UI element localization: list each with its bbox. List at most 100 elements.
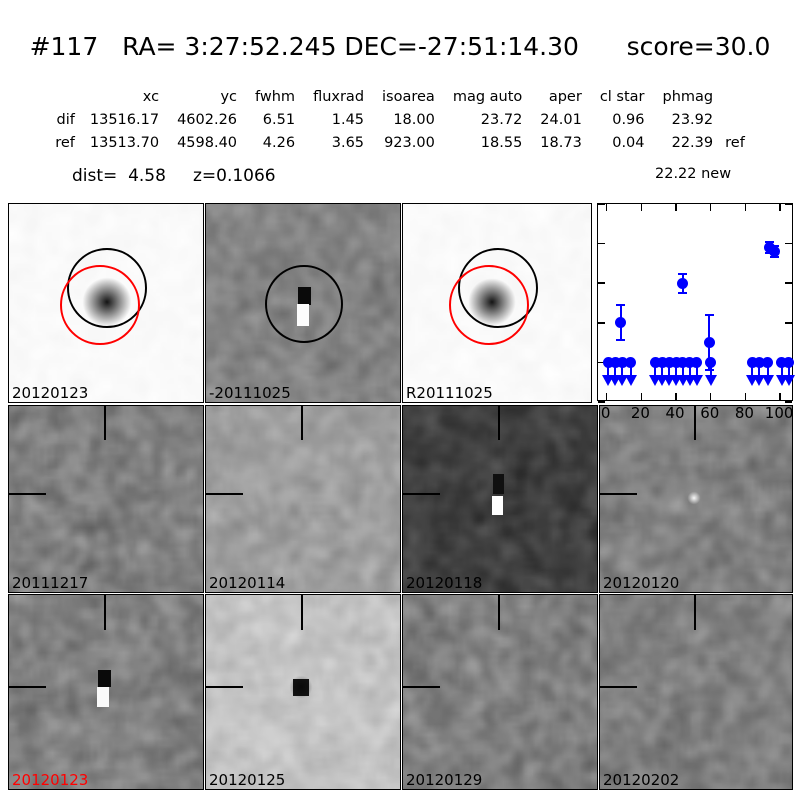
red-aperture-circle xyxy=(449,265,530,345)
cell-dif-isoarea: 18.00 xyxy=(393,112,435,129)
upper-limit-stem xyxy=(654,362,657,378)
upper-limit-arrow xyxy=(775,375,788,387)
stamp-epoch-20111217[interactable]: 20111217 xyxy=(8,405,204,593)
upper-limit-point[interactable] xyxy=(616,356,628,368)
x-axis-tick xyxy=(605,204,608,211)
error-bar-cap xyxy=(770,256,780,259)
data-point[interactable] xyxy=(615,317,627,329)
red-aperture-circle xyxy=(60,265,141,345)
col-tag xyxy=(722,86,754,109)
stamp-epoch-20120202[interactable]: 20120202 xyxy=(599,594,793,790)
cell-ref-isoarea: 923.00 xyxy=(384,135,435,152)
stamp-epoch-20120125[interactable]: 20120125 xyxy=(205,594,401,790)
upper-limit-stem xyxy=(766,362,769,378)
col-fluxrad: fluxrad xyxy=(313,89,365,105)
upper-limit-point[interactable] xyxy=(663,356,675,368)
error-bar-cap xyxy=(616,304,626,307)
cell-dif-phmag: 23.92 xyxy=(671,112,714,129)
stamp-epoch-20120123[interactable]: 20120123 xyxy=(8,594,204,790)
upper-limit-point[interactable] xyxy=(753,356,765,368)
data-point[interactable] xyxy=(769,246,781,258)
upper-limit-stem xyxy=(681,362,684,378)
y-axis-tick xyxy=(598,242,605,245)
cell-dif-cl-star: 0.96 xyxy=(612,112,645,129)
upper-limit-arrow xyxy=(753,375,766,387)
upper-limit-arrow xyxy=(670,375,683,387)
y-axis-tick xyxy=(598,282,605,284)
stamp-date-label: 20120114 xyxy=(209,573,286,592)
upper-limit-point[interactable] xyxy=(783,356,795,368)
x-axis-tick-label: 100 xyxy=(764,404,794,422)
crosshair-tick-left xyxy=(403,686,440,688)
light-curve-plot[interactable] xyxy=(597,203,795,403)
stamp-reference-R20111025[interactable]: R20111025 xyxy=(402,203,592,403)
cell-ref-mag-auto: 18.55 xyxy=(480,135,523,152)
upper-limit-arrow xyxy=(746,375,759,387)
upper-limit-arrow xyxy=(761,375,774,387)
upper-limit-stem xyxy=(668,362,671,378)
cell-dif-xc: 13516.17 xyxy=(89,112,160,129)
distance-redshift-line: dist= 4.58 z=0.1066 xyxy=(72,166,276,186)
upper-limit-stem xyxy=(675,362,678,378)
upper-limit-point[interactable] xyxy=(602,356,614,368)
data-point[interactable] xyxy=(677,277,689,289)
x-axis-tick-label: 20 xyxy=(630,404,650,422)
x-axis-tick-label: 60 xyxy=(700,404,720,422)
upper-limit-arrow xyxy=(609,375,622,387)
upper-limit-arrow xyxy=(683,375,696,387)
upper-limit-arrow xyxy=(704,375,717,387)
x-axis-tick xyxy=(744,393,747,400)
upper-limit-point[interactable] xyxy=(691,356,703,368)
stamp-epoch-20120114[interactable]: 20120114 xyxy=(205,405,401,593)
crosshair-tick-left xyxy=(9,686,46,688)
error-bar-cap xyxy=(678,272,688,275)
upper-limit-point[interactable] xyxy=(746,356,758,368)
dark-source-halo xyxy=(285,671,318,704)
data-point[interactable] xyxy=(703,337,715,349)
upper-limit-point[interactable] xyxy=(649,356,661,368)
upper-limit-arrow xyxy=(676,375,689,387)
upper-limit-point[interactable] xyxy=(625,356,637,368)
x-axis-tick xyxy=(779,393,781,400)
row-label-ref: ref xyxy=(55,135,75,152)
dipole-positive xyxy=(97,687,110,708)
upper-limit-point[interactable] xyxy=(762,356,774,368)
black-aperture-circle xyxy=(265,265,343,343)
x-axis-tick xyxy=(605,393,608,400)
stamp-epoch-20120118[interactable]: 20120118 xyxy=(402,405,598,593)
crosshair-tick-left xyxy=(600,686,637,688)
upper-limit-point[interactable] xyxy=(705,356,717,368)
upper-limit-point[interactable] xyxy=(677,356,689,368)
cell-ref-fluxrad: 3.65 xyxy=(331,135,365,152)
stamp-epoch-20120120[interactable]: 20120120 xyxy=(599,405,793,593)
x-axis-tick xyxy=(675,393,677,400)
x-axis-tick-label: 40 xyxy=(665,404,685,422)
col-xc: xc xyxy=(142,89,160,105)
upper-limit-point[interactable] xyxy=(684,356,696,368)
upper-limit-stem xyxy=(621,362,624,378)
upper-limit-point[interactable] xyxy=(776,356,788,368)
stamp-science-20120123[interactable]: 20120123 xyxy=(8,203,204,403)
x-axis-tick xyxy=(709,204,712,211)
stamp-epoch-20120129[interactable]: 20120129 xyxy=(402,594,598,790)
upper-limit-arrow xyxy=(656,375,669,387)
upper-limit-stem xyxy=(695,362,698,378)
cell-ref-fwhm: 4.26 xyxy=(262,135,296,152)
cell-dif-mag-auto: 23.72 xyxy=(480,112,523,129)
y-axis-tick xyxy=(598,322,605,324)
upper-limit-point[interactable] xyxy=(670,356,682,368)
stamp-difference-20111025[interactable]: -20111025 xyxy=(205,203,401,403)
y-axis-tick xyxy=(785,322,792,324)
y-axis-tick xyxy=(785,242,792,245)
dipole-positive xyxy=(492,496,504,516)
upper-limit-point[interactable] xyxy=(609,356,621,368)
crosshair-tick-top xyxy=(104,406,106,440)
upper-limit-point[interactable] xyxy=(656,356,668,368)
cell-dif-yc: 4602.26 xyxy=(177,112,238,129)
upper-limit-stem xyxy=(758,362,761,378)
stats-table: xc yc fwhm fluxrad isoarea mag auto aper… xyxy=(46,86,754,155)
error-bar-cap xyxy=(616,339,626,342)
y-axis-tick xyxy=(785,282,792,284)
upper-limit-arrow xyxy=(782,375,795,387)
col-rowlabel xyxy=(46,86,81,109)
